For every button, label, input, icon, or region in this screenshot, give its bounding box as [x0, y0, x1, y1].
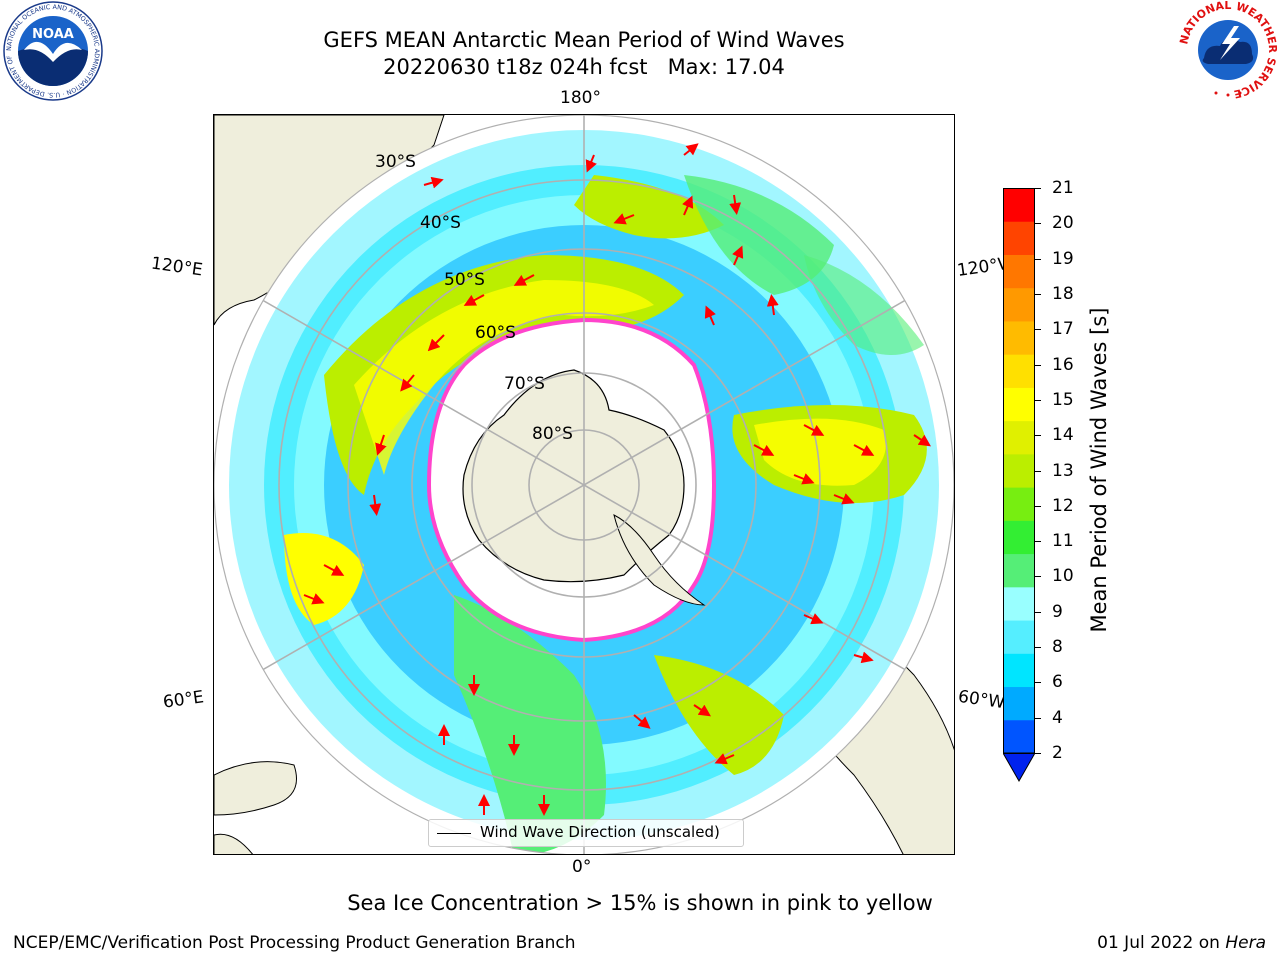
lat-label-30s: 30°S — [375, 152, 416, 172]
colorbar-tick-label: 17 — [1052, 319, 1074, 340]
colorbar-tick-label: 20 — [1052, 213, 1074, 234]
colorbar-segment — [1003, 553, 1035, 588]
wind-wave-arrows — [303, 143, 931, 816]
colorbar-tick-label: 2 — [1052, 743, 1063, 763]
lat-label-70s: 70°S — [504, 374, 545, 394]
colorbar-tick-label: 16 — [1052, 354, 1074, 375]
lon-label-120e: 120°E — [149, 253, 204, 281]
colorbar-tick-mark — [1035, 223, 1041, 225]
colorbar-tick-mark — [1035, 647, 1041, 649]
lat-label-60s: 60°S — [475, 323, 516, 343]
colorbar-tick-label: 6 — [1052, 672, 1063, 693]
colorbar — [1003, 188, 1035, 783]
colorbar-tick-label: 8 — [1052, 637, 1063, 658]
lat-label-80s: 80°S — [532, 424, 573, 444]
chart-subtitle: 20220630 t18z 024h fcst Max: 17.04 — [383, 55, 785, 79]
footer-date: 01 Jul 2022 on Hera — [1097, 933, 1266, 953]
colorbar-extend-arrow — [1003, 752, 1035, 783]
legend-line-sample — [437, 833, 471, 834]
colorbar-segment — [1003, 586, 1035, 621]
colorbar-segment — [1003, 420, 1035, 455]
lon-label-180: 180° — [560, 88, 601, 108]
colorbar-segment — [1003, 354, 1035, 388]
colorbar-segment — [1003, 287, 1035, 322]
sea-ice-caption: Sea Ice Concentration > 15% is shown in … — [347, 891, 933, 915]
colorbar-tick-label: 14 — [1052, 425, 1074, 446]
graticule — [214, 115, 954, 854]
colorbar-tick-mark — [1035, 576, 1041, 578]
colorbar-tick-mark — [1035, 258, 1041, 260]
colorbar-tick-mark — [1035, 717, 1041, 719]
colorbar-label: Mean Period of Wind Waves [s] — [1087, 307, 1111, 633]
colorbar-segment — [1003, 387, 1035, 422]
colorbar-tick-mark — [1035, 505, 1041, 507]
colorbar-segment — [1003, 453, 1035, 488]
lat-label-50s: 50°S — [444, 270, 485, 290]
colorbar-segment — [1003, 188, 1035, 222]
colorbar-tick-mark — [1035, 435, 1041, 437]
colorbar-segment — [1003, 719, 1035, 754]
colorbar-tick-label: 9 — [1052, 601, 1063, 622]
colorbar-tick-label: 13 — [1052, 460, 1074, 481]
colorbar-tick-mark — [1035, 611, 1041, 613]
colorbar-segment — [1003, 487, 1035, 521]
noaa-logo-text: NOAA — [32, 27, 74, 42]
colorbar-segment — [1003, 620, 1035, 654]
map-legend: Wind Wave Direction (unscaled) — [428, 819, 744, 847]
colorbar-tick-mark — [1035, 541, 1041, 543]
colorbar-tick-mark — [1035, 364, 1041, 366]
polar-map: Wind Wave Direction (unscaled) — [213, 114, 955, 855]
colorbar-segment — [1003, 653, 1035, 688]
colorbar-tick-mark — [1035, 188, 1041, 189]
colorbar-tick-mark — [1035, 329, 1041, 331]
colorbar-tick-label: 4 — [1052, 707, 1063, 728]
colorbar-tick-label: 12 — [1052, 495, 1074, 516]
chart-title: GEFS MEAN Antarctic Mean Period of Wind … — [323, 28, 845, 52]
colorbar-tick-label: 21 — [1052, 178, 1074, 198]
colorbar-tick-mark — [1035, 293, 1041, 295]
footer-host: Hera — [1225, 933, 1266, 953]
colorbar-tick-label: 11 — [1052, 531, 1074, 552]
colorbar-segment — [1003, 254, 1035, 289]
colorbar-segment — [1003, 221, 1035, 255]
colorbar-tick-mark — [1035, 399, 1041, 401]
colorbar-segment — [1003, 520, 1035, 555]
colorbar-tick-label: 15 — [1052, 389, 1074, 410]
legend-label: Wind Wave Direction (unscaled) — [480, 823, 720, 841]
colorbar-tick-label: 10 — [1052, 566, 1074, 587]
nws-logo: NATIONAL WEATHER SERVICE — [1178, 0, 1278, 100]
nws-stars — [1214, 91, 1242, 97]
colorbar-segment — [1003, 320, 1035, 355]
lon-label-60w: 60°W — [956, 686, 1007, 714]
noaa-logo: NATIONAL OCEANIC AND ATMOSPHERIC ADMINIS… — [2, 0, 103, 101]
colorbar-segment — [1003, 686, 1035, 721]
lon-label-60e: 60°E — [161, 687, 206, 713]
colorbar-tick-mark — [1035, 470, 1041, 472]
lon-label-0: 0° — [572, 857, 592, 877]
footer-credit: NCEP/EMC/Verification Post Processing Pr… — [13, 933, 576, 953]
footer-date-text: 01 Jul 2022 on — [1097, 933, 1220, 953]
wave-field — [214, 115, 954, 854]
colorbar-tick-mark — [1035, 753, 1041, 754]
colorbar-tick-label: 18 — [1052, 283, 1074, 304]
colorbar-tick-label: 19 — [1052, 248, 1074, 269]
lat-label-40s: 40°S — [420, 213, 461, 233]
colorbar-tick-mark — [1035, 682, 1041, 684]
